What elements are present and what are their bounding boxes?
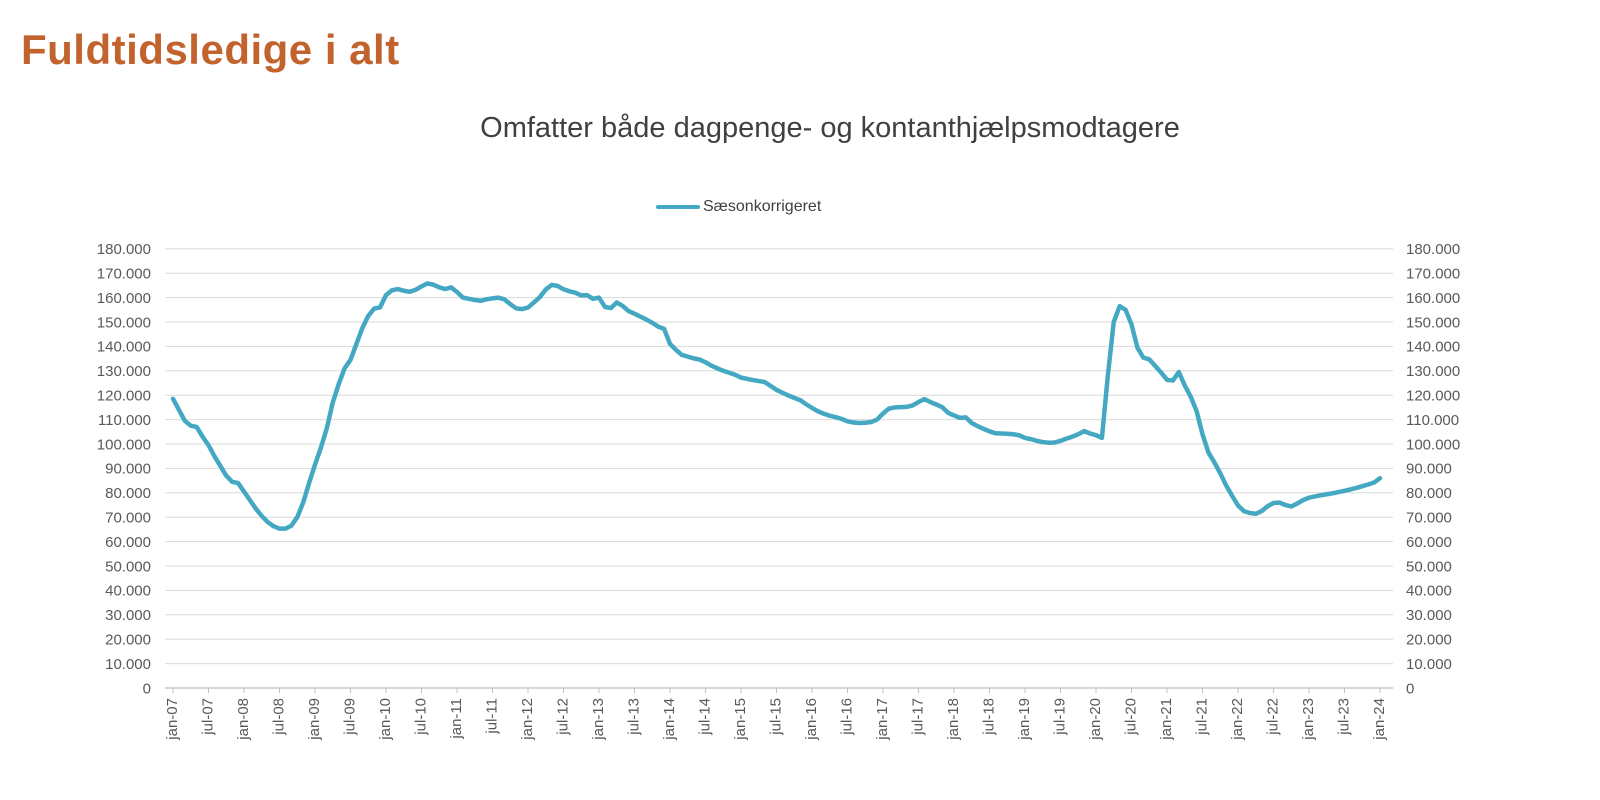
x-axis-label: jan-17: [874, 698, 891, 741]
x-axis-label: jul-07: [200, 698, 217, 736]
y-axis-label-right: 180.000: [1406, 241, 1460, 258]
chart-legend: Sæsonkorrigeret: [656, 198, 821, 216]
x-axis-label: jul-21: [1194, 698, 1211, 736]
x-axis-label: jan-11: [448, 698, 465, 740]
y-axis-label-right: 90.000: [1406, 461, 1452, 478]
x-axis-label: jul-12: [555, 698, 572, 736]
y-axis-label-right: 0: [1406, 680, 1414, 697]
x-axis-label: jul-10: [413, 698, 430, 736]
y-axis-label-left: 100.000: [97, 436, 151, 453]
page-title: Fuldtidsledige i alt: [21, 26, 400, 73]
y-axis-label-left: 40.000: [105, 583, 151, 600]
y-axis-label-right: 40.000: [1406, 583, 1452, 600]
y-axis-label-right: 150.000: [1406, 314, 1460, 331]
legend-line-swatch-icon: [656, 205, 700, 209]
x-axis-label: jan-14: [661, 698, 678, 741]
x-axis-label: jan-21: [1158, 698, 1175, 741]
y-axis-label-right: 30.000: [1406, 607, 1452, 624]
y-axis-label-left: 60.000: [105, 534, 151, 551]
x-axis-label: jul-22: [1265, 698, 1282, 736]
y-axis-label-right: 80.000: [1406, 485, 1452, 502]
y-axis-label-left: 180.000: [97, 241, 151, 258]
x-axis-label: jan-09: [306, 698, 323, 741]
y-axis-label-left: 120.000: [97, 387, 151, 404]
x-axis-label: jan-22: [1229, 698, 1246, 741]
y-axis-label-right: 20.000: [1406, 631, 1452, 648]
x-axis-label: jul-19: [1052, 698, 1069, 736]
x-axis-label: jul-11: [484, 698, 501, 735]
y-axis-label-left: 140.000: [97, 339, 151, 356]
y-axis-label-right: 160.000: [1406, 290, 1460, 307]
x-axis-label: jan-10: [377, 698, 394, 741]
y-axis-label-right: 100.000: [1406, 436, 1460, 453]
x-axis-label: jan-20: [1087, 698, 1104, 741]
y-axis-label-right: 130.000: [1406, 363, 1460, 380]
x-axis-label: jan-12: [519, 698, 536, 741]
x-axis-label: jul-09: [342, 698, 359, 736]
y-axis-label-left: 80.000: [105, 485, 151, 502]
x-axis-label: jan-08: [235, 698, 252, 741]
y-axis-label-left: 130.000: [97, 363, 151, 380]
y-axis-label-right: 70.000: [1406, 509, 1452, 526]
x-axis-label: jan-18: [945, 698, 962, 741]
y-axis-label-left: 30.000: [105, 607, 151, 624]
x-axis-label: jul-08: [271, 698, 288, 736]
x-axis-label: jan-15: [732, 698, 749, 741]
x-axis-label: jul-20: [1123, 698, 1140, 736]
y-axis-label-left: 70.000: [105, 509, 151, 526]
y-axis-label-left: 170.000: [97, 265, 151, 282]
x-axis-label: jan-16: [803, 698, 820, 741]
x-axis-label: jan-23: [1300, 698, 1317, 741]
y-axis-label-right: 10.000: [1406, 656, 1452, 673]
y-axis-label-right: 120.000: [1406, 387, 1460, 404]
y-axis-label-left: 10.000: [105, 656, 151, 673]
y-axis-label-left: 150.000: [97, 314, 151, 331]
x-axis-label: jan-24: [1371, 698, 1388, 741]
y-axis-label-right: 140.000: [1406, 339, 1460, 356]
y-axis-label-left: 160.000: [97, 290, 151, 307]
chart-title: Omfatter både dagpenge- og kontanthjælps…: [480, 112, 1180, 144]
y-axis-label-left: 110.000: [98, 412, 151, 429]
y-axis-label-left: 50.000: [105, 558, 151, 575]
x-axis-label: jul-17: [910, 698, 927, 736]
y-axis-label-right: 170.000: [1406, 265, 1460, 282]
x-axis-label: jul-16: [839, 698, 856, 736]
x-axis-label: jan-19: [1016, 698, 1033, 741]
x-axis-label: jul-23: [1336, 698, 1353, 736]
x-axis-label: jan-13: [590, 698, 607, 741]
y-axis-label-right: 60.000: [1406, 534, 1452, 551]
x-axis-label: jul-13: [626, 698, 643, 736]
x-axis-label: jul-14: [697, 698, 714, 736]
y-axis-label-right: 110.000: [1406, 412, 1459, 429]
y-axis-label-left: 0: [143, 680, 151, 697]
x-axis-label: jan-07: [164, 698, 181, 741]
legend-series-label: Sæsonkorrigeret: [703, 198, 822, 215]
y-axis-label-left: 20.000: [105, 631, 151, 648]
series-line-saesonkorrigeret: [170, 281, 1383, 531]
x-axis-label: jul-15: [768, 698, 785, 736]
y-axis-label-left: 90.000: [105, 461, 151, 478]
x-axis-label: jul-18: [981, 698, 998, 736]
y-axis-label-right: 50.000: [1406, 558, 1452, 575]
